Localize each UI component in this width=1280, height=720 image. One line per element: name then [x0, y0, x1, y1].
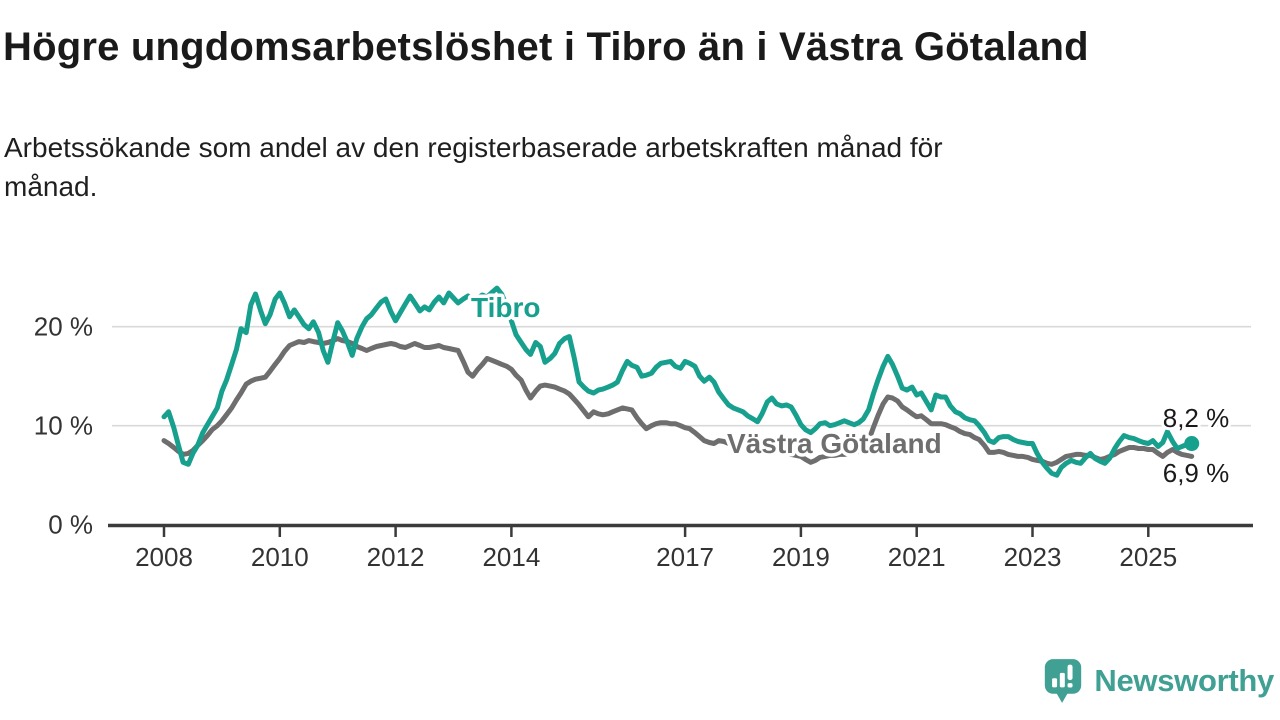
- newsworthy-icon: [1045, 659, 1082, 703]
- logo-exclamation-dot: [1067, 683, 1073, 688]
- x-tick-label: 2021: [888, 542, 946, 572]
- x-tick-label: 2014: [482, 542, 540, 572]
- chart-title: Högre ungdomsarbetslöshet i Tibro än i V…: [3, 25, 1089, 69]
- x-tick-label: 2017: [656, 542, 714, 572]
- x-tick-label: 2023: [1004, 542, 1062, 572]
- logo-exclamation-bar: [1067, 664, 1073, 681]
- logo-bar-tall: [1060, 672, 1066, 688]
- end-value-label-tibro: 8,2 %: [1163, 403, 1230, 433]
- newsworthy-logo: Newsworthy: [1043, 658, 1274, 704]
- x-tick-label: 2019: [772, 542, 830, 572]
- logo-bar-small: [1052, 678, 1058, 688]
- series-label-tibro: Tibro: [471, 292, 540, 323]
- y-tick-label: 20 %: [34, 312, 93, 342]
- newsworthy-wordmark: Newsworthy: [1094, 663, 1274, 698]
- chart-subtitle: Arbetssökande som andel av den registerb…: [4, 128, 943, 206]
- y-tick-label: 0 %: [48, 510, 93, 540]
- series-line-tibro: [161, 285, 1195, 478]
- x-tick-label: 2010: [251, 542, 309, 572]
- x-tick-label: 2008: [135, 542, 193, 572]
- chart-subtitle-line-2: månad.: [4, 171, 98, 202]
- series-label-v-stra-g-taland: Västra Götaland: [727, 428, 942, 459]
- chart-subtitle-line-1: Arbetssökande som andel av den registerb…: [4, 132, 943, 163]
- y-tick-label: 10 %: [34, 411, 93, 441]
- x-tick-label: 2025: [1119, 542, 1177, 572]
- x-tick-label: 2012: [367, 542, 425, 572]
- series-end-dot: [1184, 436, 1200, 452]
- end-value-label-v-stra-g-taland: 6,9 %: [1163, 458, 1230, 488]
- series-line-v-stra-g-taland: [161, 336, 1195, 467]
